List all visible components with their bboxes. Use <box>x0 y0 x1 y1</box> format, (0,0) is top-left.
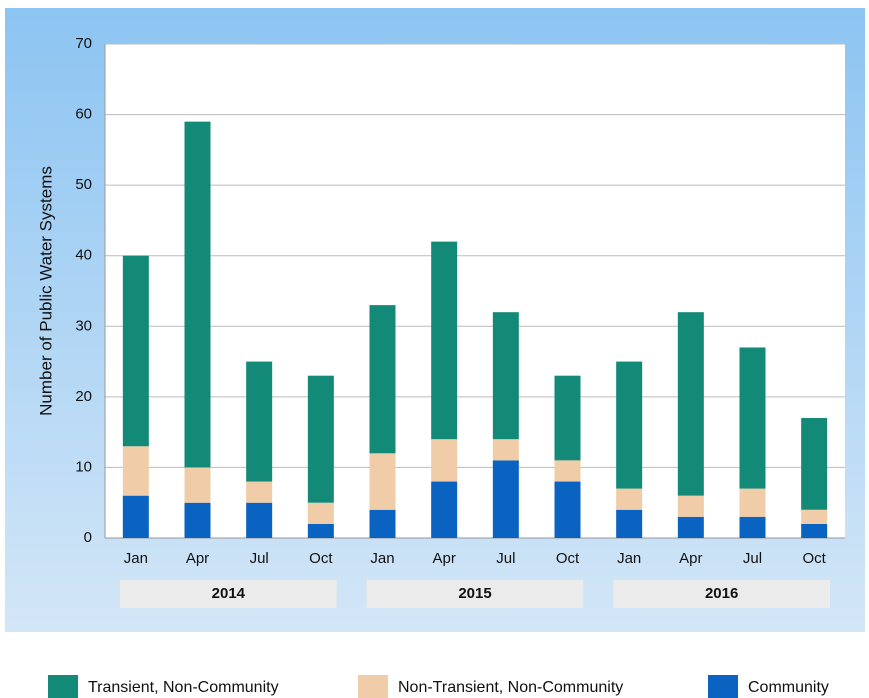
bar-segment <box>554 375 581 461</box>
bar-segment <box>431 481 458 538</box>
y-tick-label: 30 <box>75 317 92 334</box>
y-tick-label: 10 <box>75 458 92 475</box>
legend-label: Community <box>748 679 829 696</box>
x-tick-label: Jan <box>124 550 148 567</box>
legend-swatch <box>708 675 738 698</box>
bar-segment <box>122 495 149 538</box>
bar-segment <box>184 502 211 538</box>
x-tick-label: Jul <box>743 550 762 567</box>
legend-swatch <box>358 675 388 698</box>
bar-segment <box>492 460 519 538</box>
year-label: 2015 <box>458 585 491 602</box>
x-tick-label: Jan <box>617 550 641 567</box>
legend-label: Non-Transient, Non-Community <box>398 679 623 696</box>
bar-segment <box>122 446 149 496</box>
bar-segment <box>677 516 704 538</box>
x-tick-label: Jan <box>370 550 394 567</box>
bar-segment <box>246 361 273 482</box>
x-tick-label: Jul <box>250 550 269 567</box>
bar-segment <box>739 347 766 489</box>
x-tick-label: Jul <box>496 550 515 567</box>
bar-segment <box>554 481 581 538</box>
bar-segment <box>431 439 458 482</box>
y-tick-label: 50 <box>75 176 92 193</box>
y-tick-label: 60 <box>75 106 92 123</box>
x-tick-label: Apr <box>679 550 702 567</box>
y-tick-label: 70 <box>75 35 92 52</box>
year-band <box>613 580 830 608</box>
bar-segment <box>369 453 396 510</box>
y-tick-label: 20 <box>75 388 92 405</box>
bar-segment <box>492 439 519 461</box>
x-tick-label: Oct <box>802 550 826 567</box>
bar-segment <box>801 523 828 538</box>
y-tick-label: 0 <box>84 529 92 546</box>
x-tick-label: Oct <box>556 550 580 567</box>
year-label: 2016 <box>705 585 738 602</box>
bar-segment <box>307 523 334 538</box>
legend-swatch <box>48 675 78 698</box>
x-tick-label: Apr <box>432 550 455 567</box>
bar-segment <box>616 509 643 538</box>
bar-segment <box>369 509 396 538</box>
y-axis-label: Number of Public Water Systems <box>36 166 55 416</box>
year-label: 2014 <box>212 585 246 602</box>
bar-segment <box>677 495 704 517</box>
year-band <box>120 580 337 608</box>
legend-label: Transient, Non-Community <box>88 679 279 696</box>
bar-segment <box>739 488 766 517</box>
year-band <box>366 580 584 608</box>
bar-segment <box>307 375 334 503</box>
bar-segment <box>554 460 581 482</box>
bar-segment <box>369 305 396 454</box>
bar-segment <box>246 502 273 538</box>
bar-segment <box>739 516 766 538</box>
bar-segment <box>184 467 211 503</box>
x-tick-label: Oct <box>309 550 333 567</box>
bar-segment <box>246 481 273 503</box>
x-tick-label: Apr <box>186 550 209 567</box>
bar-segment <box>677 312 704 496</box>
bar-segment <box>184 121 211 468</box>
bar-segment <box>122 255 149 447</box>
bar-segment <box>492 312 519 440</box>
bar-segment <box>307 502 334 524</box>
plot-area <box>105 44 845 538</box>
bar-segment <box>616 361 643 489</box>
bar-segment <box>431 241 458 440</box>
bar-segment <box>801 418 828 510</box>
bar-segment <box>616 488 643 510</box>
bar-segment <box>801 509 828 524</box>
y-tick-label: 40 <box>75 247 92 264</box>
